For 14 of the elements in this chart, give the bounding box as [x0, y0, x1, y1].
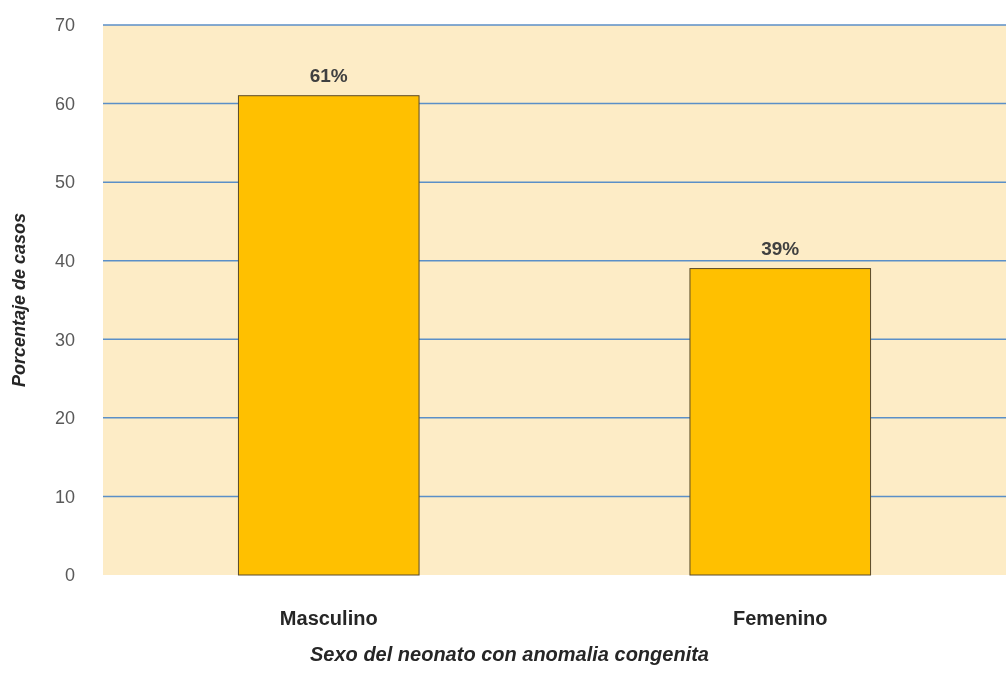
y-tick-label: 50 [54, 172, 75, 193]
data-label: 61% [309, 64, 348, 86]
y-tick-label: 60 [54, 93, 75, 114]
y-tick-label: 0 [64, 565, 75, 586]
y-tick-label: 30 [54, 329, 75, 350]
x-axis-title: Sexo del neonato con anomalia congenita [310, 643, 709, 665]
x-tick-label: Masculino [279, 607, 378, 629]
y-tick-label: 20 [54, 408, 75, 429]
x-tick-label: Femenino [733, 607, 828, 629]
y-tick-label: 10 [54, 486, 75, 507]
y-tick-label: 70 [54, 15, 75, 36]
data-label: 39% [761, 237, 800, 259]
y-tick-label: 40 [54, 251, 75, 272]
y-axis-title: Porcentaje de casos [9, 212, 29, 388]
